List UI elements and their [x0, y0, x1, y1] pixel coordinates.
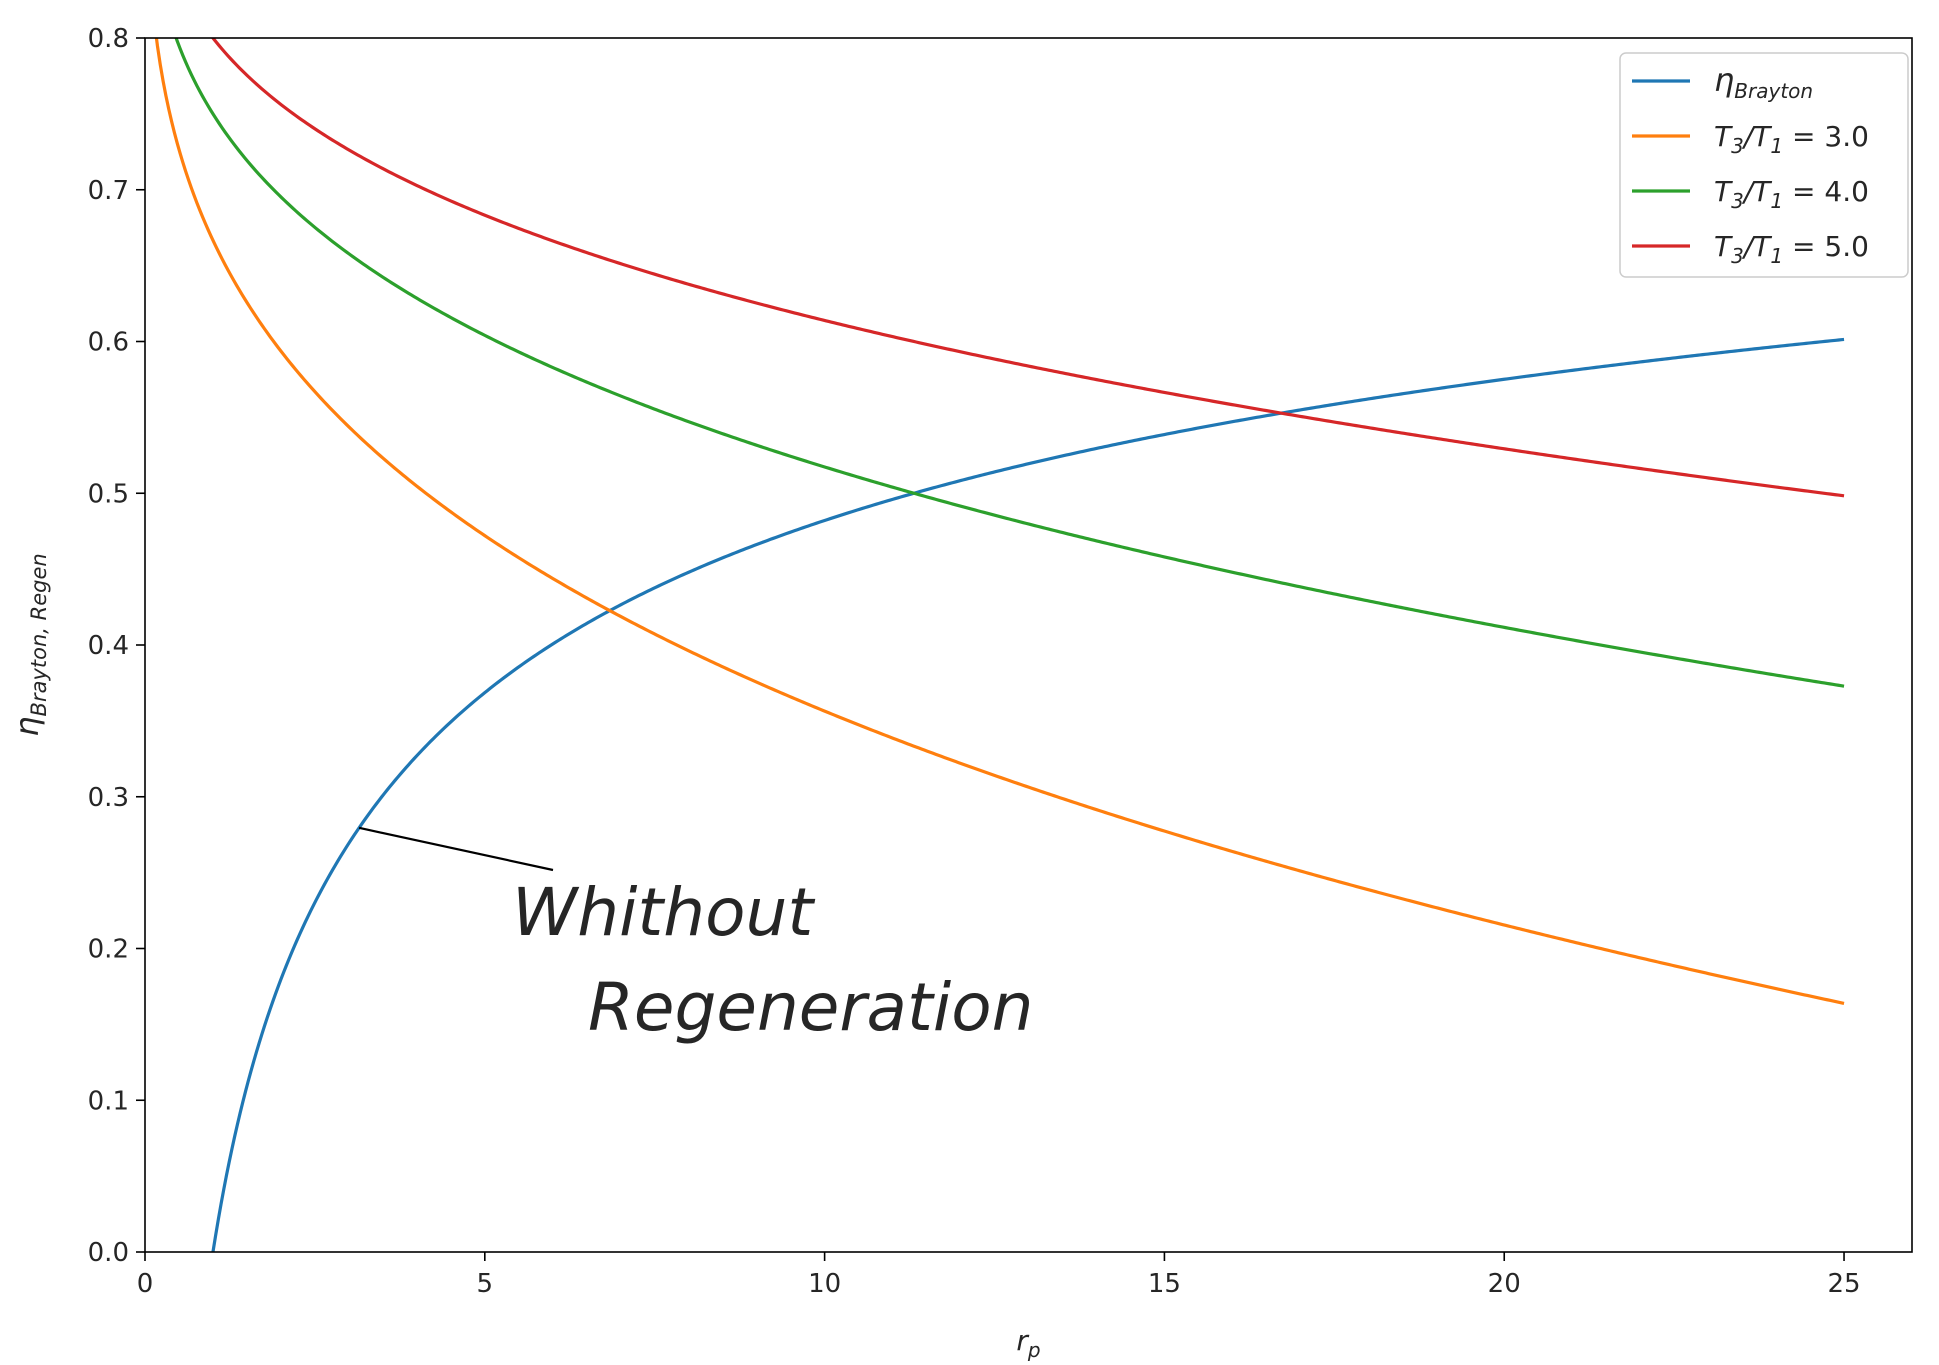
- y-tick-label: 0.3: [88, 783, 129, 813]
- y-axis-label: ηBrayton, Regen: [8, 553, 51, 736]
- annotation-line-1: Whithout: [512, 874, 815, 951]
- legend-label-t31-5: T3/T1 = 5.0: [1714, 230, 1869, 268]
- series-line-t31-5: [210, 38, 1845, 498]
- legend-box: [1619, 52, 1909, 278]
- x-tick-label: 0: [137, 1269, 154, 1299]
- y-tick-label: 0.5: [88, 479, 129, 509]
- legend-label-brayton: ηBrayton: [1714, 61, 1813, 103]
- series-line-t31-3: [154, 38, 1845, 1005]
- annotation: Whithout Regeneration: [358, 826, 1033, 1046]
- series-lines: [154, 38, 1845, 1252]
- series-line-t31-4: [174, 38, 1845, 688]
- series-line-brayton: [211, 337, 1845, 1252]
- y-tick-label: 0.7: [88, 176, 129, 206]
- y-tick-label: 0.0: [88, 1238, 129, 1268]
- y-tick-label: 0.1: [88, 1086, 129, 1116]
- y-tick-label: 0.6: [88, 328, 129, 358]
- legend-label-t31-3: T3/T1 = 3.0: [1714, 120, 1869, 158]
- x-tick-label: 15: [1148, 1269, 1181, 1299]
- x-axis-ticks: 0 5 10 15 20 25: [137, 1252, 1861, 1299]
- x-tick-label: 5: [477, 1269, 494, 1299]
- y-tick-label: 0.8: [88, 24, 129, 54]
- x-axis-label: rp: [1016, 1324, 1040, 1362]
- y-tick-label: 0.4: [88, 631, 129, 661]
- x-tick-label: 25: [1827, 1269, 1860, 1299]
- x-tick-label: 20: [1488, 1269, 1521, 1299]
- y-axis-ticks: 0.0 0.1 0.2 0.3 0.4 0.5 0.6 0.7 0.8: [88, 24, 145, 1268]
- y-tick-label: 0.2: [88, 935, 129, 965]
- annotation-line-2: Regeneration: [588, 969, 1033, 1046]
- annotation-leader-line: [358, 826, 554, 872]
- x-tick-label: 10: [808, 1269, 841, 1299]
- legend: ηBrayton T3/T1 = 3.0 T3/T1 = 4.0 T3/T1 = 5.…: [1619, 52, 1909, 278]
- legend-label-t31-4: T3/T1 = 4.0: [1714, 175, 1869, 213]
